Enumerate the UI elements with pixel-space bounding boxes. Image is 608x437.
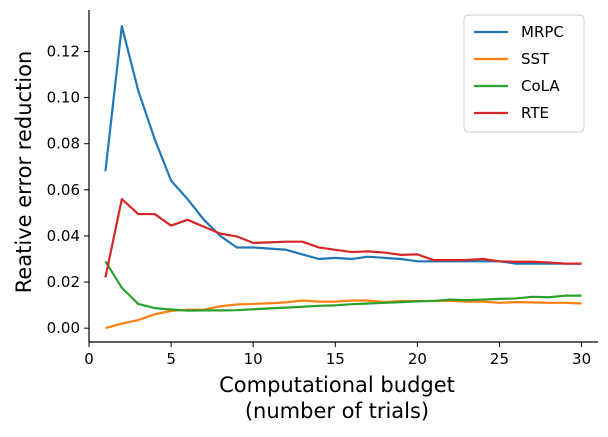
- x-ticks: 0 5 10 15 20 25 30: [84, 342, 591, 368]
- x-tick-label: 25: [490, 350, 509, 368]
- y-axis-title: Reative error reduction: [12, 51, 36, 294]
- legend: MRPC SST CoLA RTE: [463, 14, 585, 133]
- x-tick-label: 5: [166, 350, 176, 368]
- y-tick-label: 0.00: [47, 319, 80, 337]
- y-tick-label: 0.02: [47, 273, 80, 291]
- legend-label-mrpc: MRPC: [521, 23, 564, 41]
- legend-label-rte: RTE: [521, 104, 549, 122]
- x-tick-label: 30: [572, 350, 591, 368]
- legend-label-sst: SST: [521, 50, 550, 68]
- series-line-cola: [104, 260, 582, 312]
- y-tick-label: 0.04: [47, 227, 80, 245]
- x-axis-title-line2: (number of trials): [245, 399, 429, 423]
- x-tick-label: 10: [244, 350, 263, 368]
- x-tick-label: 20: [408, 350, 427, 368]
- series-line-rte: [104, 197, 582, 278]
- y-ticks: 0.00 0.02 0.04 0.06 0.08 0.10 0.12: [47, 43, 89, 337]
- y-tick-label: 0.06: [47, 181, 80, 199]
- x-tick-label: 15: [326, 350, 345, 368]
- y-tick-label: 0.12: [47, 43, 80, 61]
- y-tick-label: 0.10: [47, 89, 80, 107]
- y-tick-label: 0.08: [47, 135, 80, 153]
- x-tick-label: 0: [84, 350, 94, 368]
- x-axis-title-line1: Computational budget: [219, 373, 455, 397]
- legend-label-cola: CoLA: [521, 77, 560, 95]
- plot-area: [104, 25, 582, 330]
- legend-box: [463, 14, 585, 133]
